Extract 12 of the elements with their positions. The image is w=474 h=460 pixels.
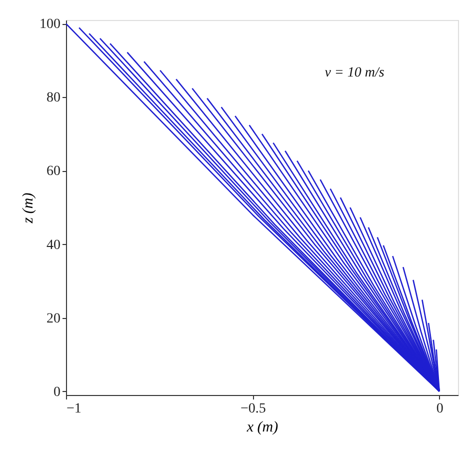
annotation: v = 10 m/s xyxy=(324,66,385,80)
y-tick-label: 20 xyxy=(46,311,60,326)
y-tick-label: 0 xyxy=(54,384,60,400)
y-tick-label: 100 xyxy=(40,17,60,32)
x-tick-label: −1 xyxy=(66,402,82,416)
x-tick-label: 0 xyxy=(436,402,444,416)
x-tick-label: −0.5 xyxy=(240,402,266,416)
y-tick-label: 60 xyxy=(46,164,60,180)
y-axis-title: z (m) xyxy=(20,192,36,224)
y-tick-label: 80 xyxy=(46,90,60,106)
y-tick-label: 40 xyxy=(46,238,60,253)
x-axis-title: x (m) xyxy=(246,420,278,436)
